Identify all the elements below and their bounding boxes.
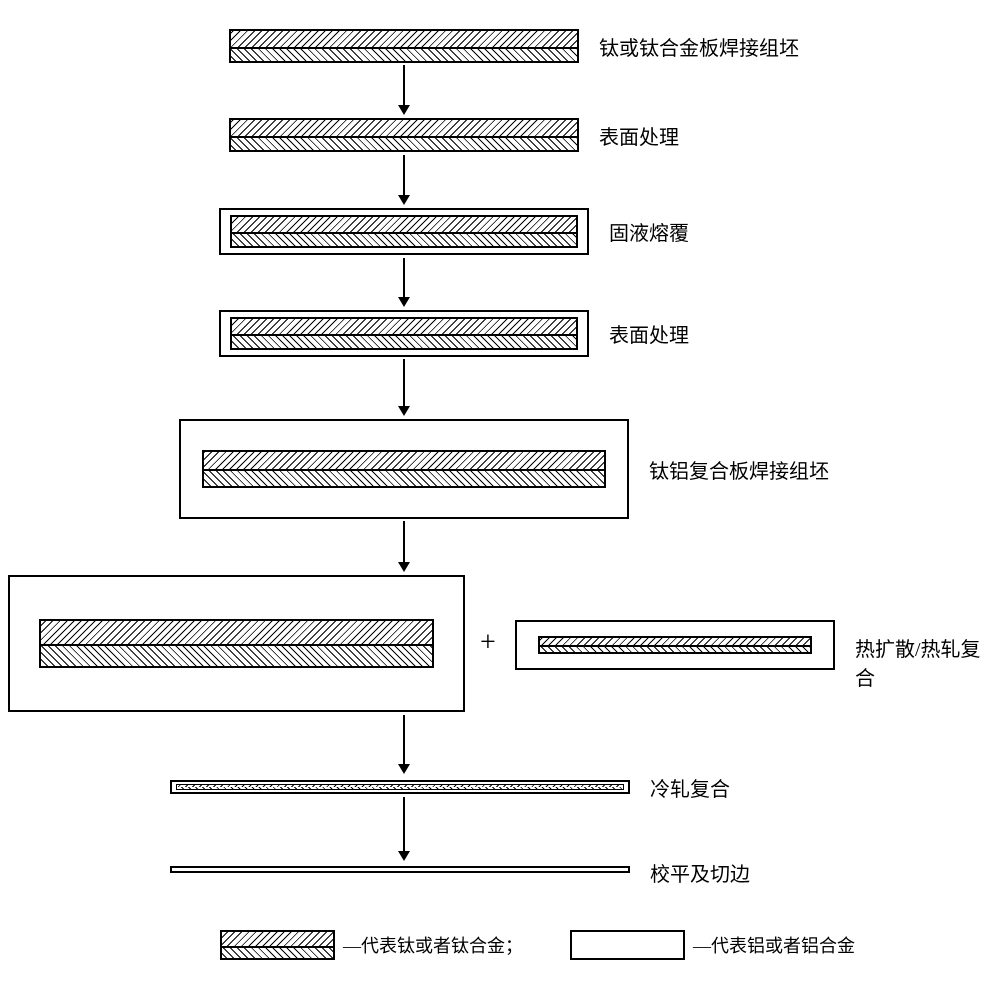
step-8-label: 校平及切边 [650, 858, 750, 887]
arrow-1 [394, 65, 414, 115]
legend-al-label: —代表铝或者铝合金 [693, 932, 855, 958]
step-6b [515, 620, 835, 670]
arrow-7 [394, 797, 414, 861]
step-2-label: 表面处理 [599, 121, 679, 150]
legend-ti-label: —代表钛或者钛合金； [343, 932, 523, 958]
step-3-label: 固液熔覆 [609, 217, 689, 246]
step-2: 表面处理 [229, 118, 679, 152]
step-7-label: 冷轧复合 [650, 773, 730, 802]
arrow-6 [394, 715, 414, 774]
legend-ti: —代表钛或者钛合金； [220, 930, 523, 960]
step-1-label: 钛或钛合金板焊接组坯 [599, 32, 799, 61]
plus-sign: + [480, 627, 496, 659]
step-1: 钛或钛合金板焊接组坯 [229, 29, 799, 63]
step-5: 钛铝复合板焊接组坯 [179, 419, 829, 519]
step-4-label: 表面处理 [609, 319, 689, 348]
step-5-label: 钛铝复合板焊接组坯 [649, 455, 829, 484]
arrow-2 [394, 155, 414, 205]
step-6a [8, 575, 465, 712]
step-3: 固液熔覆 [219, 208, 689, 255]
arrow-5 [394, 521, 414, 572]
legend-al: —代表铝或者铝合金 [570, 930, 855, 960]
arrow-3 [394, 258, 414, 307]
step-7 [170, 780, 630, 794]
step-4: 表面处理 [219, 310, 689, 357]
step-6-label: 热扩散/热轧复合 [855, 633, 999, 691]
arrow-4 [394, 359, 414, 416]
step-8 [170, 866, 630, 873]
